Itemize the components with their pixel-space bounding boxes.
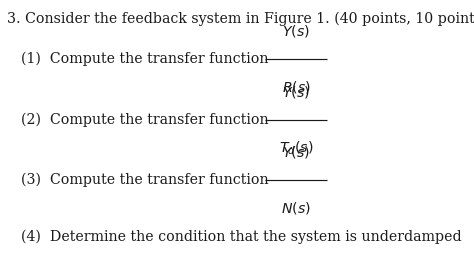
Text: $\mathit{R}(\mathit{s})$: $\mathit{R}(\mathit{s})$ [282, 79, 311, 95]
Text: (1)  Compute the transfer function: (1) Compute the transfer function [21, 52, 269, 66]
Text: $\mathit{Y}(\mathit{s})$: $\mathit{Y}(\mathit{s})$ [283, 23, 310, 39]
Text: (4)  Determine the condition that the system is underdamped: (4) Determine the condition that the sys… [21, 230, 462, 244]
Text: (2)  Compute the transfer function: (2) Compute the transfer function [21, 113, 269, 127]
Text: (3)  Compute the transfer function: (3) Compute the transfer function [21, 173, 269, 187]
Text: $\mathit{T}_{\mathit{d}}(\mathit{s})$: $\mathit{T}_{\mathit{d}}(\mathit{s})$ [279, 139, 313, 157]
Text: $\mathit{N}(\mathit{s})$: $\mathit{N}(\mathit{s})$ [282, 200, 311, 216]
Text: 3. Consider the feedback system in Figure 1. (40 points, 10 points each): 3. Consider the feedback system in Figur… [7, 12, 474, 26]
Text: $\mathit{Y}(\mathit{s})$: $\mathit{Y}(\mathit{s})$ [283, 84, 310, 100]
Text: $\mathit{Y}(\mathit{s})$: $\mathit{Y}(\mathit{s})$ [283, 144, 310, 160]
